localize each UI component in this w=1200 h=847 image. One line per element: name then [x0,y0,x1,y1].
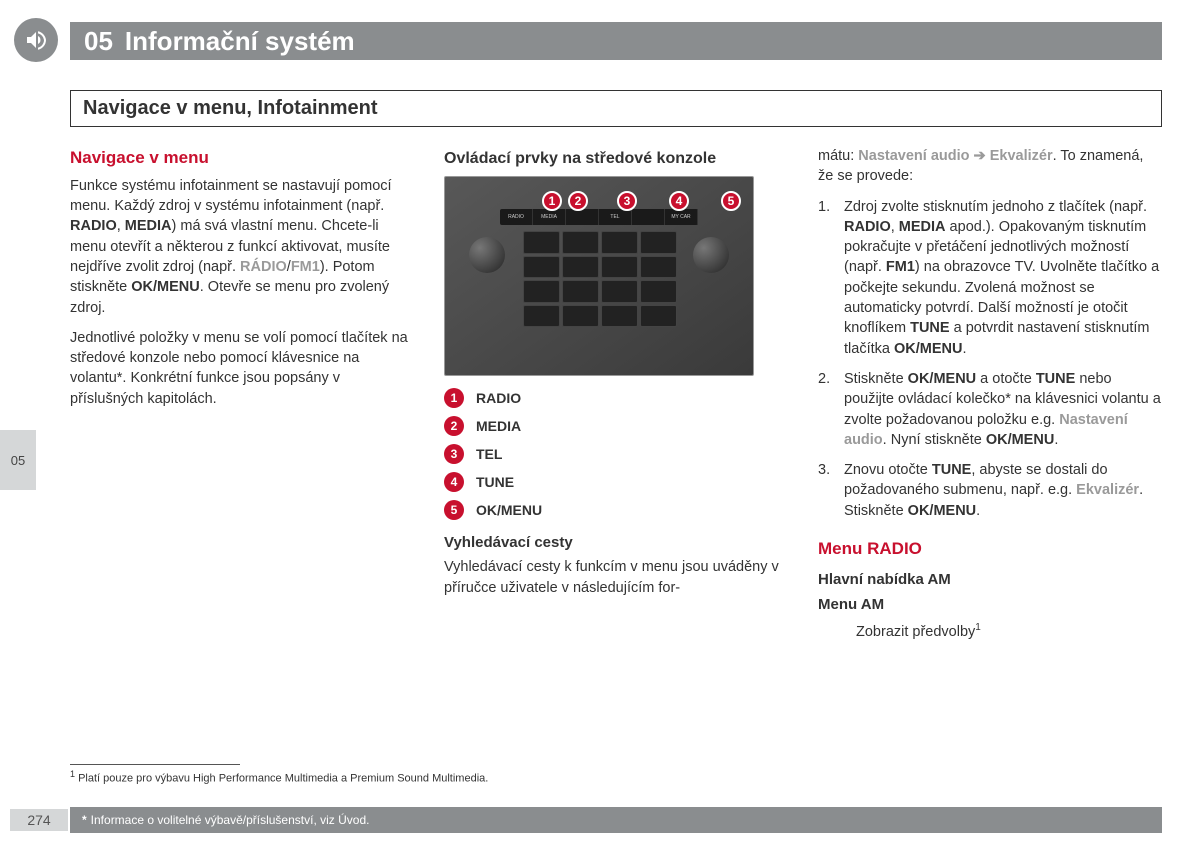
side-tab: 05 [0,430,36,490]
para-2: Jednotlivé položky v menu se volí pomocí… [70,328,414,409]
continuation-para: mátu: Nastavení audio ➔ Ekvalizér. To zn… [818,146,1162,187]
chapter-title: Informační systém [125,26,355,57]
legend-label: TUNE [476,473,514,493]
footer-bar: * Informace o volitelné výbavě/příslušen… [70,807,1162,833]
para-1: Funkce systému infotainment se nastavují… [70,176,414,318]
chapter-header: 05 Informační systém [70,22,1162,60]
legend-item: 4 TUNE [444,472,788,492]
console-heading: Ovládací prvky na středové konzole [444,148,788,170]
legend-num: 3 [444,444,464,464]
legend-label: TEL [476,445,502,465]
legend-label: MEDIA [476,417,521,437]
footnote: 1 Platí pouze pro výbavu High Performanc… [70,769,488,785]
legend-label: OK/MENU [476,501,542,521]
step-item: Znovu otočte TUNE, abyste se dostali do … [818,460,1162,521]
footnote-rule [70,764,240,765]
legend-list: 1 RADIO 2 MEDIA 3 TEL 4 TUNE 5 OK/MENU [444,388,788,520]
column-3: mátu: Nastavení audio ➔ Ekvalizér. To zn… [818,146,1162,757]
am-main-heading: Hlavní nabídka AM [818,569,1162,590]
console-illustration: RADIOMEDIATELMY CAR 12345 [444,176,754,376]
menu-am-heading: Menu AM [818,594,1162,615]
page-number: 274 [10,809,68,831]
callout-4: 4 [669,191,689,211]
callout-1: 1 [542,191,562,211]
steps-list: Zdroj zvolte stisknutím jednoho z tlačít… [818,197,1162,521]
menu-radio-heading: Menu RADIO [818,537,1162,561]
column-2: Ovládací prvky na středové konzole RADIO… [444,146,788,757]
callout-2: 2 [568,191,588,211]
content-area: Navigace v menu Funkce systému infotainm… [70,146,1162,757]
legend-item: 3 TEL [444,444,788,464]
section-title: Navigace v menu, Infotainment [70,90,1162,127]
legend-num: 1 [444,388,464,408]
legend-label: RADIO [476,389,521,409]
legend-item: 2 MEDIA [444,416,788,436]
legend-item: 5 OK/MENU [444,500,788,520]
legend-num: 4 [444,472,464,492]
speaker-icon [14,18,58,62]
search-paths-text: Vyhledávací cesty k funkcím v menu jsou … [444,557,788,598]
chapter-number: 05 [84,26,113,57]
legend-num: 5 [444,500,464,520]
search-paths-heading: Vyhledávací cesty [444,532,788,553]
step-item: Stiskněte OK/MENU a otočte TUNE nebo pou… [818,369,1162,450]
legend-item: 1 RADIO [444,388,788,408]
callout-3: 3 [617,191,637,211]
nav-menu-heading: Navigace v menu [70,146,414,170]
column-1: Navigace v menu Funkce systému infotainm… [70,146,414,757]
legend-num: 2 [444,416,464,436]
callout-5: 5 [721,191,741,211]
preset-item: Zobrazit předvolby1 [856,621,1162,642]
step-item: Zdroj zvolte stisknutím jednoho z tlačít… [818,197,1162,359]
